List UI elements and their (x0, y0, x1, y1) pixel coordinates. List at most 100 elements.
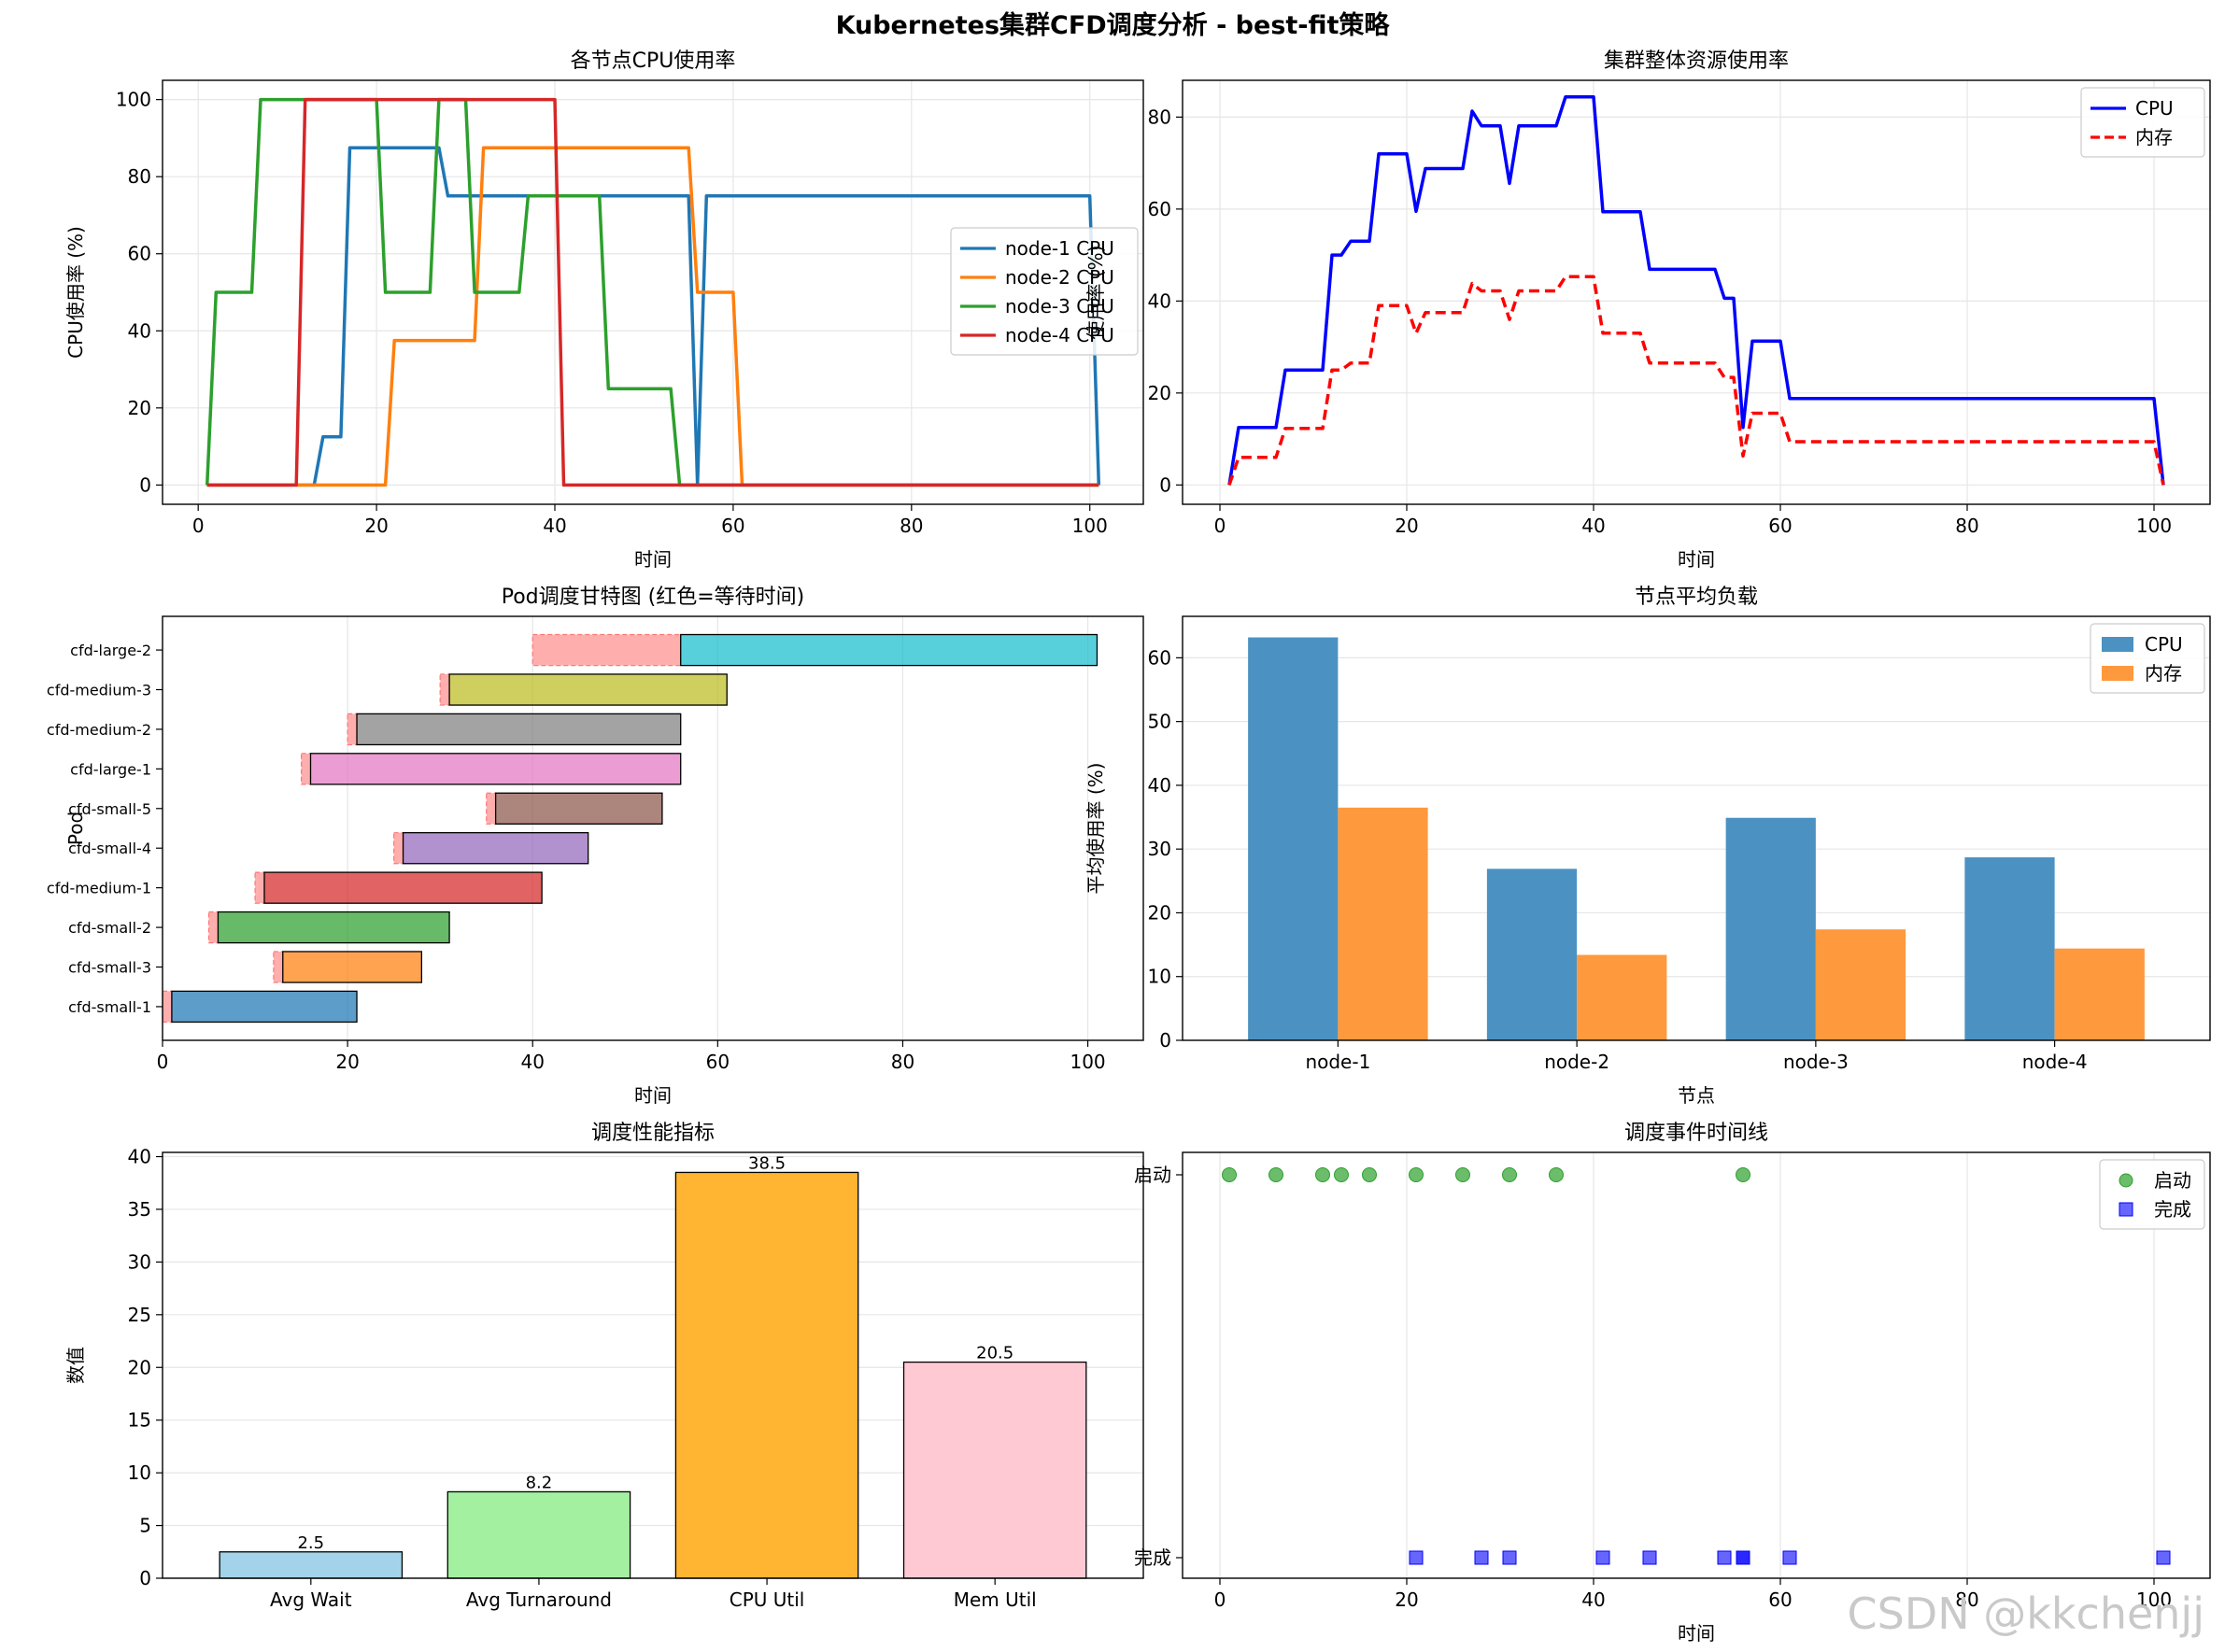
y-tick-label: 35 (128, 1198, 151, 1221)
watermark-text: CSDN @kkchenjj (1847, 1588, 2204, 1639)
legend-box (2080, 87, 2205, 158)
x-tick-label: 0 (1214, 515, 1226, 537)
legend-box (950, 227, 1139, 356)
run-bar (309, 753, 682, 785)
axes-frame (1182, 1151, 2211, 1579)
chart-title: 各节点CPU使用率 (571, 49, 736, 73)
legend-label: 启动 (2154, 1169, 2191, 1192)
bar (1815, 929, 1906, 1040)
x-axis-label: 时间 (1678, 1622, 1715, 1645)
run-bar (356, 713, 682, 746)
y-tick-label: 40 (1148, 289, 1171, 312)
run-bar (402, 832, 589, 865)
y-tick-label: cfd-small-2 (68, 919, 151, 937)
x-tick-label: 40 (520, 1051, 544, 1073)
event-point (1736, 1167, 1750, 1182)
y-axis-label: Pod (64, 812, 87, 845)
legend-label: 完成 (2154, 1198, 2191, 1221)
figure-title: Kubernetes集群CFD调度分析 - best-fit策略 (836, 10, 1391, 40)
x-tick-label: 0 (157, 1051, 169, 1073)
legend-label: CPU (2135, 97, 2174, 120)
bar-value-label: 38.5 (748, 1153, 786, 1173)
axes-frame (162, 1151, 1144, 1579)
x-tick-label: 100 (1070, 1051, 1105, 1073)
event-point (1222, 1167, 1237, 1182)
y-tick-label: 15 (128, 1409, 151, 1432)
x-tick-label: node-1 (1305, 1051, 1370, 1073)
run-bar (282, 951, 423, 983)
y-tick-label: 10 (128, 1461, 151, 1484)
y-tick-label: cfd-large-1 (70, 760, 151, 778)
series-line (1227, 94, 2165, 486)
bar (1486, 868, 1578, 1040)
y-axis-label: CPU使用率 (%) (64, 226, 87, 359)
bar (1577, 954, 1667, 1040)
y-tick-label: cfd-medium-1 (47, 880, 151, 897)
x-tick-label: 0 (1214, 1588, 1226, 1611)
bar (1725, 817, 1816, 1040)
y-tick-label: 80 (128, 165, 151, 188)
bar (446, 1490, 631, 1579)
y-tick-label: 100 (116, 89, 151, 111)
event-point (1315, 1167, 1330, 1182)
legend-label: node-2 CPU (1005, 266, 1114, 289)
x-tick-label: node-3 (1783, 1051, 1849, 1073)
x-tick-label: Mem Util (954, 1588, 1037, 1611)
bar (1338, 807, 1428, 1040)
x-tick-label: 40 (1581, 515, 1605, 537)
y-tick-label: 20 (128, 1356, 151, 1378)
chart-title: 节点平均负载 (1635, 586, 1758, 609)
event-point (1502, 1550, 1517, 1565)
chart-title: 调度事件时间线 (1624, 1122, 1768, 1145)
y-tick-label: 20 (128, 397, 151, 419)
x-tick-label: 20 (364, 515, 388, 537)
y-tick-label: 完成 (1134, 1546, 1171, 1569)
y-tick-label: 0 (1159, 1029, 1171, 1052)
x-tick-label: 80 (1955, 515, 1978, 537)
bar (674, 1171, 859, 1579)
legend-label: 内存 (2135, 126, 2173, 148)
bar (219, 1551, 404, 1579)
x-tick-label: 100 (2136, 1588, 2172, 1611)
x-axis-label: 时间 (1678, 548, 1715, 571)
event-point (1362, 1167, 1377, 1182)
y-tick-label: 启动 (1134, 1164, 1171, 1186)
x-tick-label: 80 (900, 515, 923, 537)
wait-bar (254, 871, 265, 904)
event-point (1455, 1167, 1470, 1182)
event-point (1782, 1550, 1797, 1565)
x-axis-label: 时间 (634, 1084, 672, 1107)
x-tick-label: 100 (1072, 515, 1108, 537)
y-tick-label: 60 (128, 243, 151, 265)
run-bar (494, 792, 663, 825)
chart-title: 调度性能指标 (591, 1122, 715, 1145)
wait-bar (300, 753, 312, 785)
x-tick-label: 100 (2136, 515, 2172, 537)
wait-bar (531, 633, 682, 667)
event-point (1409, 1167, 1424, 1182)
wait-bar (347, 713, 358, 746)
y-tick-label: 10 (1148, 966, 1171, 988)
axes-frame (162, 79, 1144, 505)
x-tick-label: node-2 (1544, 1051, 1609, 1073)
x-tick-label: 60 (721, 515, 744, 537)
axes-frame (1182, 79, 2211, 505)
x-tick-label: 20 (1395, 515, 1418, 537)
bar-value-label: 8.2 (526, 1473, 553, 1492)
y-tick-label: 20 (1148, 382, 1171, 404)
x-tick-label: 40 (1581, 1588, 1605, 1611)
event-point (1595, 1550, 1610, 1565)
y-tick-label: 40 (1148, 774, 1171, 797)
x-tick-label: 80 (891, 1051, 914, 1073)
x-axis-label: 节点 (1678, 1084, 1715, 1107)
event-point (1502, 1167, 1517, 1182)
legend-label: node-3 CPU (1005, 295, 1114, 318)
y-tick-label: 30 (1148, 838, 1171, 860)
wait-bar (439, 673, 450, 706)
wait-bar (207, 911, 220, 944)
